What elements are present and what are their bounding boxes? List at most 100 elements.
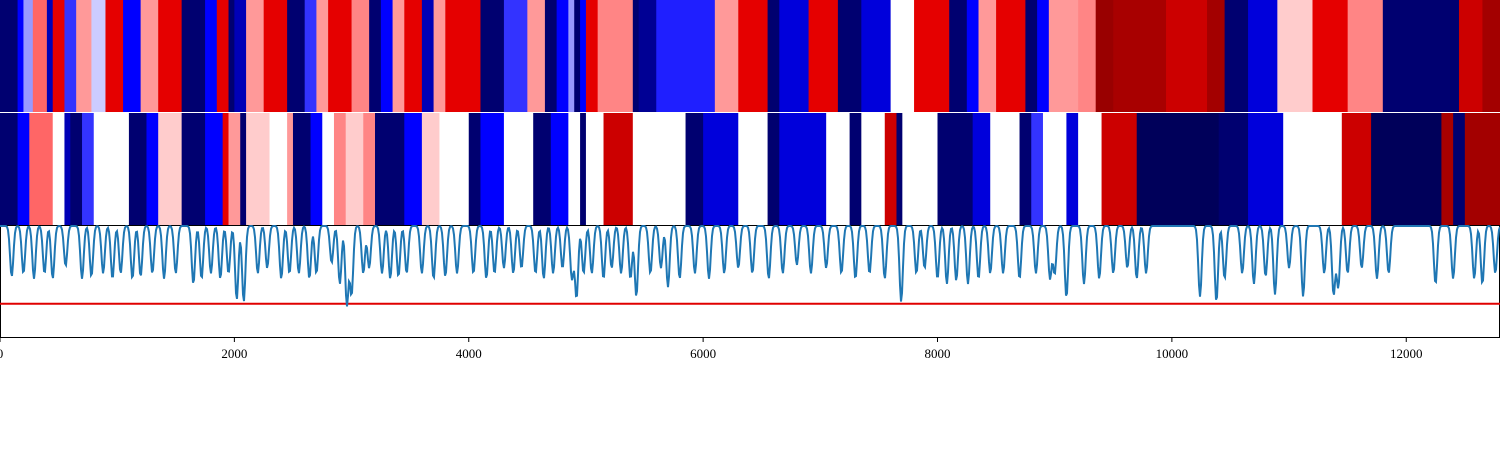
heatmap-cell [421, 0, 435, 112]
heatmap-row-bottom [0, 112, 1500, 226]
heatmap-cell [1066, 113, 1079, 225]
heatmap-cell [585, 0, 599, 112]
heatmap-cell [29, 113, 54, 225]
heatmap-cell [23, 0, 34, 112]
heatmap-cell [966, 0, 980, 112]
heatmap-cell [1248, 113, 1284, 225]
heatmap-cell [123, 0, 142, 112]
heatmap-cell [1453, 113, 1466, 225]
heatmap-cell [574, 0, 581, 112]
heatmap-cell [404, 0, 423, 112]
heatmap-row-top [0, 0, 1500, 112]
heatmap-cell [1078, 0, 1097, 112]
heatmap-cell [632, 113, 646, 225]
heatmap-cell [996, 0, 1026, 112]
heatmap-cell [1037, 0, 1050, 112]
heatmap-cell [246, 113, 271, 225]
heatmap-cell [17, 0, 25, 112]
heatmap-cell [64, 0, 77, 112]
heatmap-cell [93, 113, 130, 225]
heatmap-cell [767, 113, 780, 225]
heatmap-cell [1224, 0, 1249, 112]
heatmap-cell [480, 0, 505, 112]
heatmap-cell [228, 113, 241, 225]
heatmap-cell [1458, 0, 1484, 112]
heatmap-cell [181, 0, 206, 112]
x-tick-label: 6000 [690, 346, 716, 361]
heatmap-cell [837, 0, 862, 112]
heatmap-cell [972, 113, 991, 225]
heatmap-cell [32, 0, 48, 112]
heatmap-cell [703, 113, 739, 225]
heatmap-cell [1048, 0, 1079, 112]
heatmap-cell [1136, 113, 1220, 225]
heatmap-cell [1382, 0, 1460, 112]
signal-line [0, 224, 1500, 307]
heatmap-cell [287, 113, 294, 225]
heatmap-cell [644, 113, 687, 225]
x-axis: 0 2000 4000 6000 8000 10000 12000 [0, 337, 1423, 361]
heatmap-cell [714, 0, 739, 112]
heatmap-cell [345, 113, 364, 225]
heatmap-cell [328, 0, 353, 112]
heatmap-cell [638, 0, 657, 112]
heatmap-cell [216, 0, 230, 112]
heatmap-cell [568, 0, 575, 112]
heatmap-cell [1207, 0, 1226, 112]
heatmap-cell [597, 0, 634, 112]
heatmap-cell [0, 113, 19, 225]
heatmap-cell [1218, 113, 1249, 225]
heatmap-cell [1113, 0, 1167, 112]
heatmap-cell [861, 0, 892, 112]
heatmap-cell [205, 0, 218, 112]
x-tick-label: 4000 [456, 346, 482, 361]
heatmap-cell [1101, 113, 1138, 225]
heatmap-cell [91, 0, 107, 112]
heatmap-cell [310, 113, 323, 225]
heatmap-cell [287, 0, 306, 112]
heatmap-cell [228, 0, 235, 112]
heatmap-cell [685, 113, 704, 225]
heatmap-cell [64, 113, 71, 225]
heatmap-cell [369, 0, 382, 112]
heatmap-cell [533, 113, 552, 225]
heatmap-cell [884, 113, 898, 225]
heatmap-cell [503, 0, 528, 112]
heatmap-cell [304, 0, 318, 112]
heatmap-cell [1324, 113, 1343, 225]
heatmap-cell [1042, 113, 1068, 225]
heatmap-cell [46, 0, 54, 112]
heatmap-cell [468, 113, 482, 225]
heatmap-cell [158, 113, 183, 225]
heatmap-cell [445, 0, 482, 112]
heatmap-cell [937, 113, 974, 225]
heatmap-cell [82, 113, 95, 225]
heatmap-cell [544, 0, 558, 112]
heatmap-cell [105, 0, 124, 112]
heatmap-cell [550, 113, 569, 225]
heatmap-cell [914, 0, 950, 112]
heatmap-cell [580, 113, 587, 225]
heatmap-cell [990, 113, 1021, 225]
heatmap-cell [158, 0, 183, 112]
heatmap-cell [1078, 113, 1103, 225]
heatmap-cell [1025, 0, 1038, 112]
x-tick-label: 8000 [925, 346, 951, 361]
heatmap-cell [392, 0, 405, 112]
heatmap-cell [568, 113, 581, 225]
heatmap-cell [181, 113, 206, 225]
heatmap-cell [779, 0, 810, 112]
heatmap-cell [404, 113, 423, 225]
heatmap-cell [503, 113, 534, 225]
heatmap-cell [949, 0, 968, 112]
heatmap-cell [767, 0, 780, 112]
heatmap-cell [269, 113, 288, 225]
heatmap-cell [849, 113, 862, 225]
heatmap-cell [826, 113, 851, 225]
heatmap-cell [380, 0, 394, 112]
heatmap-cell [656, 0, 716, 112]
heatmap-cell [738, 0, 769, 112]
heatmap-cell [585, 113, 605, 225]
heatmap-cell [76, 0, 92, 112]
